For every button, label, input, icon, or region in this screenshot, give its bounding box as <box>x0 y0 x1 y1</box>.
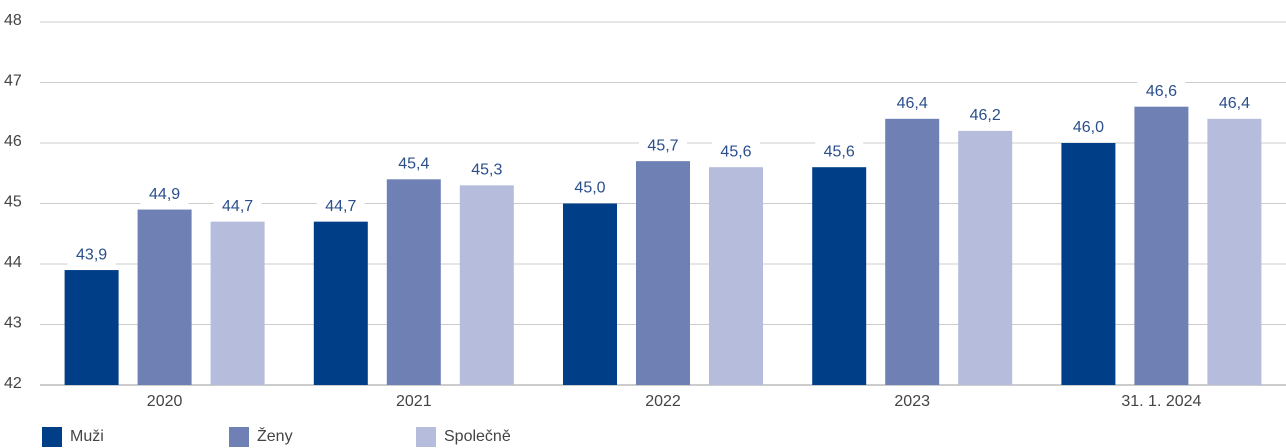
value-label: 45,6 <box>720 143 751 160</box>
bar <box>885 118 940 386</box>
y-tick-label: 46 <box>4 133 22 150</box>
x-tick-label: 2021 <box>396 393 432 410</box>
bar <box>459 185 514 385</box>
value-label: 46,4 <box>1219 95 1250 112</box>
legend-swatch <box>229 427 249 447</box>
value-label: 46,4 <box>897 95 928 112</box>
value-label: 46,0 <box>1073 119 1104 136</box>
value-label-bg <box>888 92 937 115</box>
x-tick-label: 31. 1. 2024 <box>1121 393 1201 410</box>
legend-swatch <box>416 427 436 447</box>
bar <box>1061 143 1116 385</box>
legend-swatch <box>42 427 62 447</box>
x-tick-label: 2022 <box>645 393 681 410</box>
y-tick-label: 43 <box>4 315 22 332</box>
value-label: 46,6 <box>1146 83 1177 100</box>
value-label: 44,7 <box>325 198 356 215</box>
bar <box>958 130 1013 385</box>
bar <box>812 167 867 385</box>
bar <box>1134 106 1189 385</box>
value-label-bg <box>67 244 116 267</box>
bar <box>313 221 368 385</box>
value-label-bg <box>961 104 1010 127</box>
legend-label: Muži <box>70 428 104 445</box>
value-label-bg <box>462 159 511 182</box>
bar <box>64 270 119 385</box>
legend-label: Ženy <box>257 426 293 445</box>
x-tick-label: 2020 <box>147 393 183 410</box>
y-tick-label: 42 <box>4 375 22 392</box>
value-label: 45,3 <box>471 162 502 179</box>
value-label: 45,7 <box>647 137 678 154</box>
value-label: 44,7 <box>222 198 253 215</box>
y-tick-label: 47 <box>4 73 22 90</box>
value-label: 45,0 <box>574 180 605 197</box>
bar <box>709 167 763 385</box>
bar <box>137 209 192 385</box>
value-label-bg <box>1137 80 1186 103</box>
value-label: 45,6 <box>824 143 855 160</box>
value-label-bg <box>712 141 760 164</box>
y-tick-label: 44 <box>4 254 22 271</box>
value-label-bg <box>639 135 687 158</box>
value-label-bg <box>140 183 189 206</box>
value-label-bg <box>1064 117 1113 139</box>
value-label: 45,4 <box>398 156 429 173</box>
value-label: 43,9 <box>76 246 107 263</box>
value-label: 46,2 <box>970 107 1001 124</box>
value-label-bg <box>815 141 864 164</box>
value-label: 44,9 <box>149 186 180 203</box>
bar <box>636 161 690 385</box>
legend-label: Společně <box>444 428 511 445</box>
bar <box>386 179 441 385</box>
bar <box>210 221 265 385</box>
value-label-bg <box>316 195 365 218</box>
y-tick-label: 45 <box>4 194 22 211</box>
value-label-bg <box>566 177 614 200</box>
value-label-bg <box>1210 92 1259 115</box>
bar <box>1207 118 1262 386</box>
x-tick-label: 2023 <box>894 393 930 410</box>
bar <box>563 203 617 385</box>
value-label-bg <box>213 195 262 218</box>
value-label-bg <box>389 153 438 176</box>
y-tick-label: 48 <box>4 12 22 29</box>
